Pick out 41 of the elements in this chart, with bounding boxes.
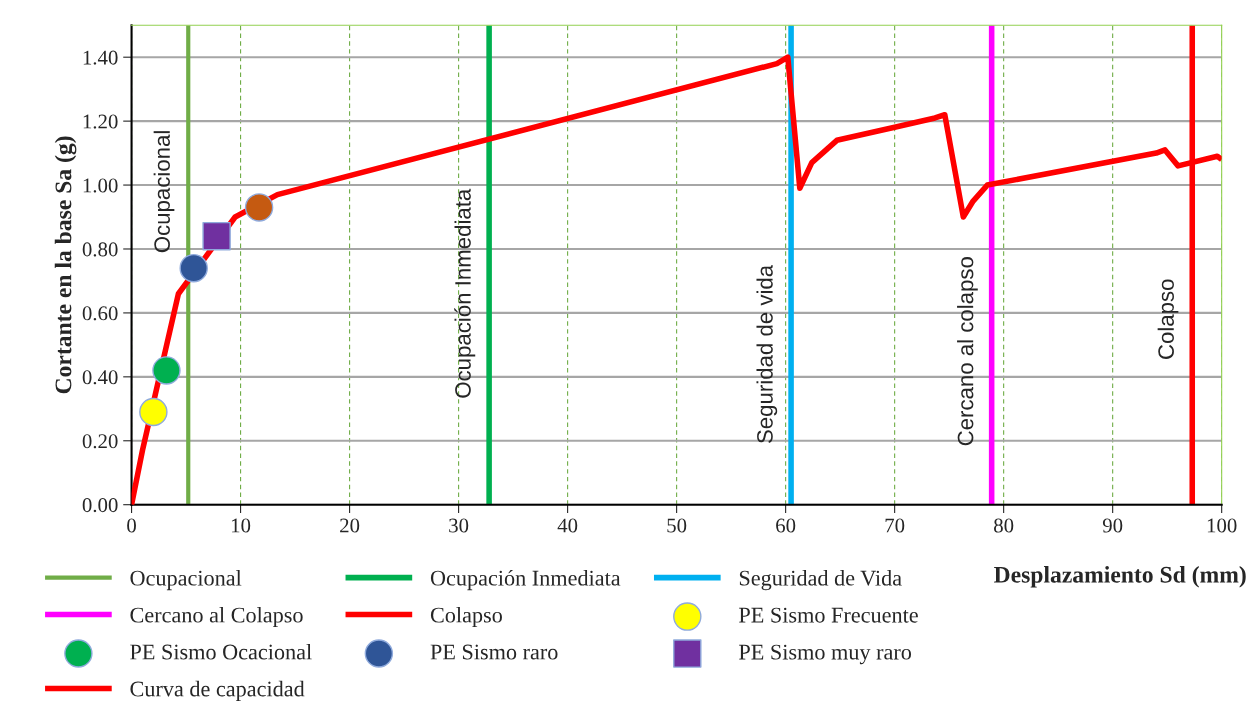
legend-label: Cercano al Colapso xyxy=(130,606,303,628)
annotation: Seguridad de vida xyxy=(756,264,778,444)
y-tick-label: 0.60 xyxy=(82,306,118,321)
x-tick-label: 40 xyxy=(557,518,578,533)
x-tick-label: 20 xyxy=(340,518,360,533)
x-tick-label: 100 xyxy=(1207,518,1237,533)
legend-label: Colapso xyxy=(430,606,502,628)
point xyxy=(179,253,208,283)
point xyxy=(202,221,231,251)
x-tick-label: 0 xyxy=(127,518,136,533)
point xyxy=(152,356,181,385)
x-tick-label: 50 xyxy=(667,518,687,533)
x-tick-label: 70 xyxy=(885,518,905,533)
x-tick-label: 80 xyxy=(994,518,1014,533)
y-axis-title: Cortante en la base Sa (g) xyxy=(54,136,77,394)
y-tick-label: 0.80 xyxy=(82,242,118,257)
annotation: Cercano al colapso xyxy=(957,257,978,446)
x-tick-label: 10 xyxy=(231,518,251,533)
annotation: Colapso xyxy=(1157,279,1179,359)
x-tick-label: 60 xyxy=(776,518,796,533)
legend-label: PE Sismo muy raro xyxy=(739,644,912,665)
x-tick-label: 90 xyxy=(1102,518,1123,533)
legend-label: PE Sismo Ocacional xyxy=(130,643,312,660)
y-tick-label: 1.20 xyxy=(83,114,118,129)
legend-label: Ocupacional xyxy=(130,569,242,591)
y-tick-label: 1.00 xyxy=(83,178,118,193)
y-tick-label: 0.40 xyxy=(82,370,118,385)
legend-label: Ocupación Inmediata xyxy=(430,569,621,591)
point xyxy=(139,397,168,427)
legend-label: Seguridad de Vida xyxy=(739,569,902,591)
x-tick-label: 30 xyxy=(449,518,469,533)
y-tick-label: 0.00 xyxy=(82,498,118,513)
legend-label: PE Sismo raro xyxy=(430,644,558,660)
point xyxy=(244,193,274,222)
annotation: Ocupacional xyxy=(153,131,175,253)
legend-label: Curva de capacidad xyxy=(130,680,305,701)
x-axis-title: Desplazamiento Sd (mm) xyxy=(994,566,1246,588)
y-tick-label: 0.20 xyxy=(82,434,118,449)
y-tick-label: 1.40 xyxy=(83,50,118,65)
legend-label: PE Sismo Frecuente xyxy=(739,607,918,623)
annotation: Ocupación Inmediata xyxy=(454,188,476,398)
